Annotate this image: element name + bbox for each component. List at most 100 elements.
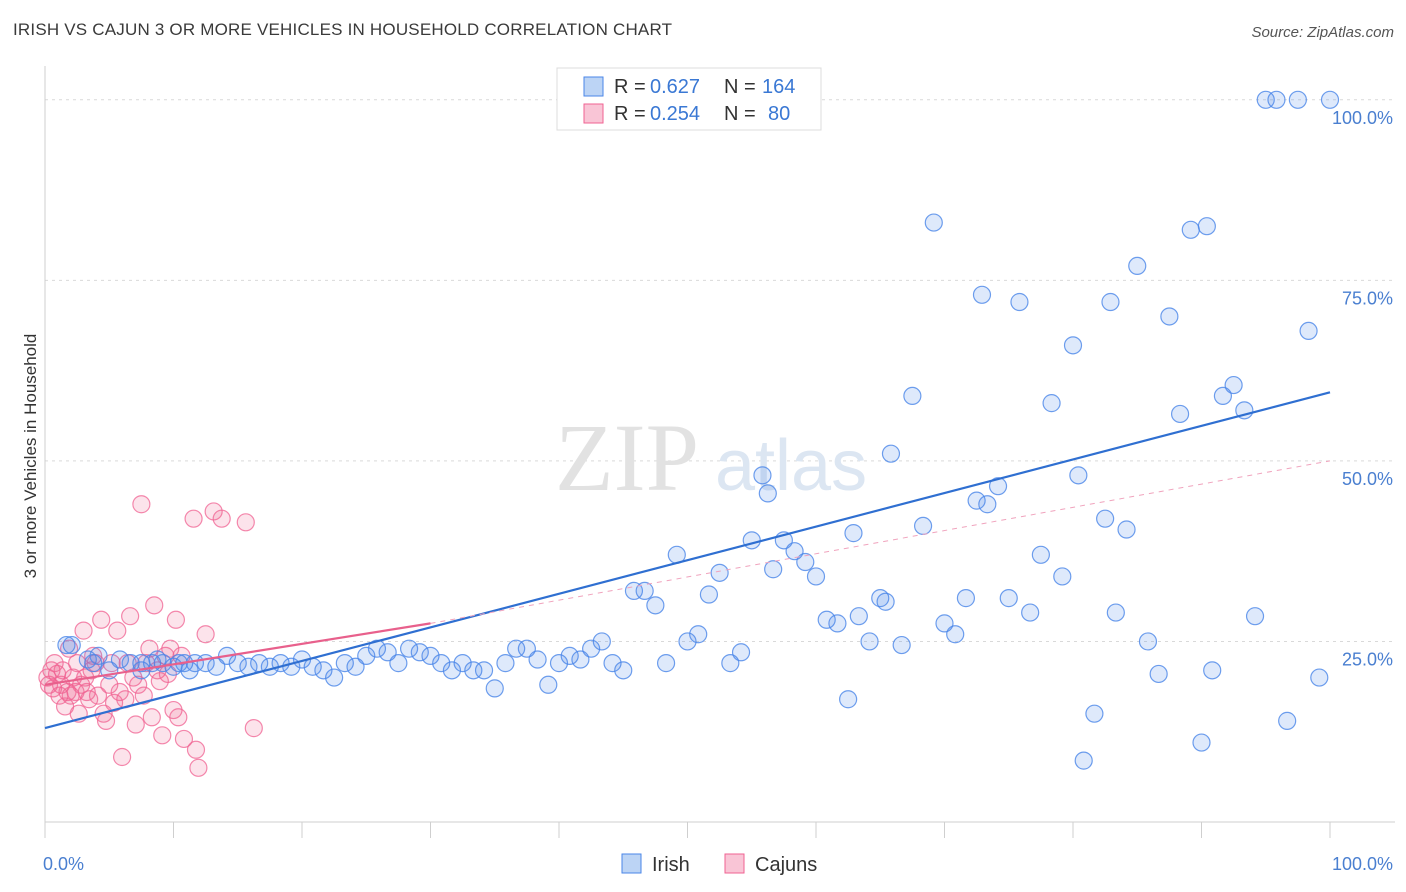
irish-point <box>603 654 622 673</box>
irish-point <box>817 610 836 629</box>
irish-point <box>539 675 558 694</box>
irish-point <box>592 632 611 651</box>
cajuns-point <box>184 509 203 528</box>
irish-point <box>496 654 515 673</box>
irish-point <box>892 635 911 655</box>
trend-lines <box>44 391 1331 730</box>
irish-point <box>785 542 804 561</box>
irish-point <box>624 581 644 600</box>
y-tick-label: 50.0% <box>1342 469 1393 489</box>
irish-point <box>635 581 654 600</box>
irish-point <box>972 285 992 304</box>
irish-point <box>110 650 130 669</box>
irish-point <box>517 639 536 658</box>
irish-point <box>828 614 847 633</box>
cajuns-point <box>134 686 153 705</box>
irish-point <box>903 386 922 406</box>
irish-point <box>1310 668 1329 687</box>
cajuns-point <box>74 621 93 640</box>
cajuns-point <box>189 758 208 777</box>
irish-point <box>1149 664 1168 684</box>
irish-point <box>860 632 879 651</box>
irish-point <box>89 646 108 665</box>
irish-point <box>978 495 997 514</box>
irish-point <box>1181 220 1200 239</box>
irish-point <box>1021 603 1040 622</box>
irish-point <box>1245 607 1265 626</box>
irish-point <box>378 643 397 662</box>
irish-point <box>656 654 676 673</box>
irish-point <box>1197 217 1216 236</box>
cajuns-point <box>53 661 72 680</box>
cajuns-point <box>244 719 263 738</box>
irish-point <box>1278 711 1297 730</box>
irish-point <box>699 585 719 604</box>
irish-point <box>485 679 504 698</box>
irish-point <box>528 650 547 669</box>
irish-point <box>946 625 965 644</box>
y-axis-label: 3 or more Vehicles in Household <box>21 334 40 579</box>
cajuns-point <box>121 607 140 626</box>
irish-point <box>389 654 408 673</box>
cajuns-point <box>129 675 148 694</box>
y-tick-labels: 25.0% 50.0% 75.0% 100.0% <box>1332 108 1393 670</box>
y-tick-label: 75.0% <box>1342 288 1393 308</box>
irish-trend-line <box>44 391 1331 730</box>
irish-point <box>1267 90 1286 109</box>
irish-point <box>367 639 387 658</box>
cajuns-point <box>80 690 99 709</box>
irish-point <box>314 661 333 680</box>
cajuns-point <box>169 708 188 727</box>
irish-point <box>474 661 494 680</box>
irish-point <box>806 567 826 586</box>
irish-point <box>753 466 772 485</box>
irish-point <box>678 632 697 651</box>
grid-lines <box>45 99 1395 642</box>
y-tick-label: 100.0% <box>1332 108 1393 128</box>
irish-point <box>758 484 777 503</box>
cajuns-point <box>145 596 164 615</box>
irish-point <box>399 639 419 658</box>
y-tick-label: 25.0% <box>1342 649 1393 669</box>
watermark-zip: ZIP <box>555 404 699 511</box>
legend-r-label: R = <box>614 76 646 98</box>
irish-point <box>1299 321 1318 341</box>
x-tick-label: 100.0% <box>1332 854 1393 874</box>
cajuns-point <box>196 625 215 644</box>
cajuns-point <box>236 513 255 532</box>
irish-point <box>1074 751 1093 770</box>
irish-point <box>1117 520 1136 539</box>
legend-swatch-cajuns <box>583 103 604 124</box>
irish-point <box>410 643 429 662</box>
irish-point <box>710 563 729 582</box>
irish-point <box>1042 394 1061 413</box>
irish-point <box>346 657 365 676</box>
legend-r-value: 0.254 <box>650 103 700 125</box>
irish-point <box>742 531 761 550</box>
legend-swatch-irish <box>583 76 604 97</box>
irish-point <box>432 654 451 673</box>
cajuns-trend-extension <box>430 460 1331 624</box>
legend-label-irish: Irish <box>652 854 690 876</box>
x-tick-label: 0.0% <box>43 854 84 874</box>
irish-point <box>335 654 354 673</box>
legend-swatch-irish <box>621 853 642 874</box>
cajuns-point <box>132 495 151 514</box>
legend-r-label: R = <box>614 103 646 125</box>
legend-label-cajuns: Cajuns <box>755 854 817 876</box>
irish-point <box>1053 567 1072 586</box>
irish-point <box>646 596 665 615</box>
irish-point <box>913 516 933 535</box>
irish-point <box>1069 466 1088 485</box>
legend-n-value: 164 <box>762 76 795 98</box>
legend-n-label: N = <box>724 76 756 98</box>
series-legend: Irish Cajuns <box>621 853 817 876</box>
cajuns-point <box>161 639 180 658</box>
irish-point <box>582 639 601 658</box>
cajuns-point <box>68 654 87 673</box>
irish-point <box>507 639 526 658</box>
legend-n-label: N = <box>724 103 756 125</box>
irish-point <box>988 477 1008 496</box>
x-tick-labels: 0.0% 100.0% <box>43 854 1393 874</box>
irish-point <box>1170 404 1190 424</box>
